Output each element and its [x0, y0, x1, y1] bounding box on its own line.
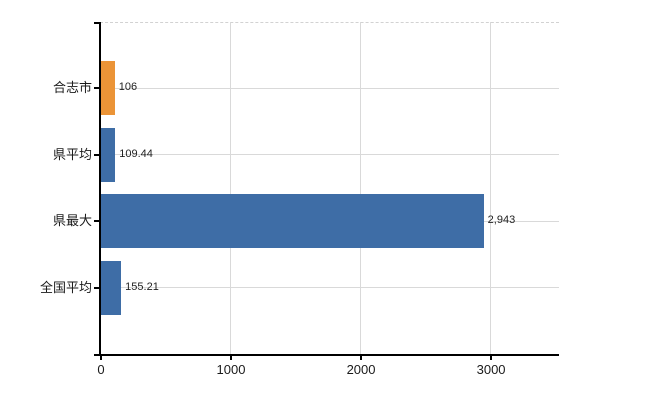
y-axis-tick — [94, 220, 100, 223]
y-axis-top-tick — [94, 22, 100, 24]
value-label: 155.21 — [125, 280, 159, 293]
v-gridline — [230, 22, 232, 354]
x-axis-tick — [230, 354, 233, 360]
h-gridline — [100, 287, 559, 289]
x-axis-tick — [490, 354, 493, 360]
category-label: 県平均 — [52, 146, 92, 162]
x-tick-label: 1000 — [216, 362, 246, 377]
value-label: 109.44 — [119, 147, 153, 160]
h-gridline — [100, 87, 559, 89]
plot-top-border — [100, 22, 559, 23]
category-label: 全国平均 — [39, 279, 92, 295]
bar-3 — [101, 260, 122, 315]
category-label: 県最大 — [52, 213, 92, 229]
x-axis-tick — [100, 354, 102, 360]
value-label: 2,943 — [487, 214, 516, 227]
x-tick-label: 2000 — [346, 362, 376, 377]
bar-2 — [101, 194, 484, 249]
bar-0 — [101, 61, 115, 116]
v-gridline — [490, 22, 492, 354]
y-axis-tick — [94, 286, 100, 289]
x-tick-label: 0 — [97, 362, 105, 377]
x-axis-line — [94, 354, 559, 356]
value-label: 106 — [118, 81, 138, 94]
v-gridline — [360, 22, 362, 354]
y-axis-tick — [94, 87, 100, 90]
x-axis-tick — [360, 354, 363, 360]
h-gridline — [100, 154, 559, 156]
category-label: 合志市 — [52, 80, 92, 96]
y-axis-tick — [94, 153, 100, 156]
x-tick-label: 3000 — [476, 362, 506, 377]
bar-1 — [101, 127, 116, 182]
y-axis-line — [99, 22, 101, 356]
